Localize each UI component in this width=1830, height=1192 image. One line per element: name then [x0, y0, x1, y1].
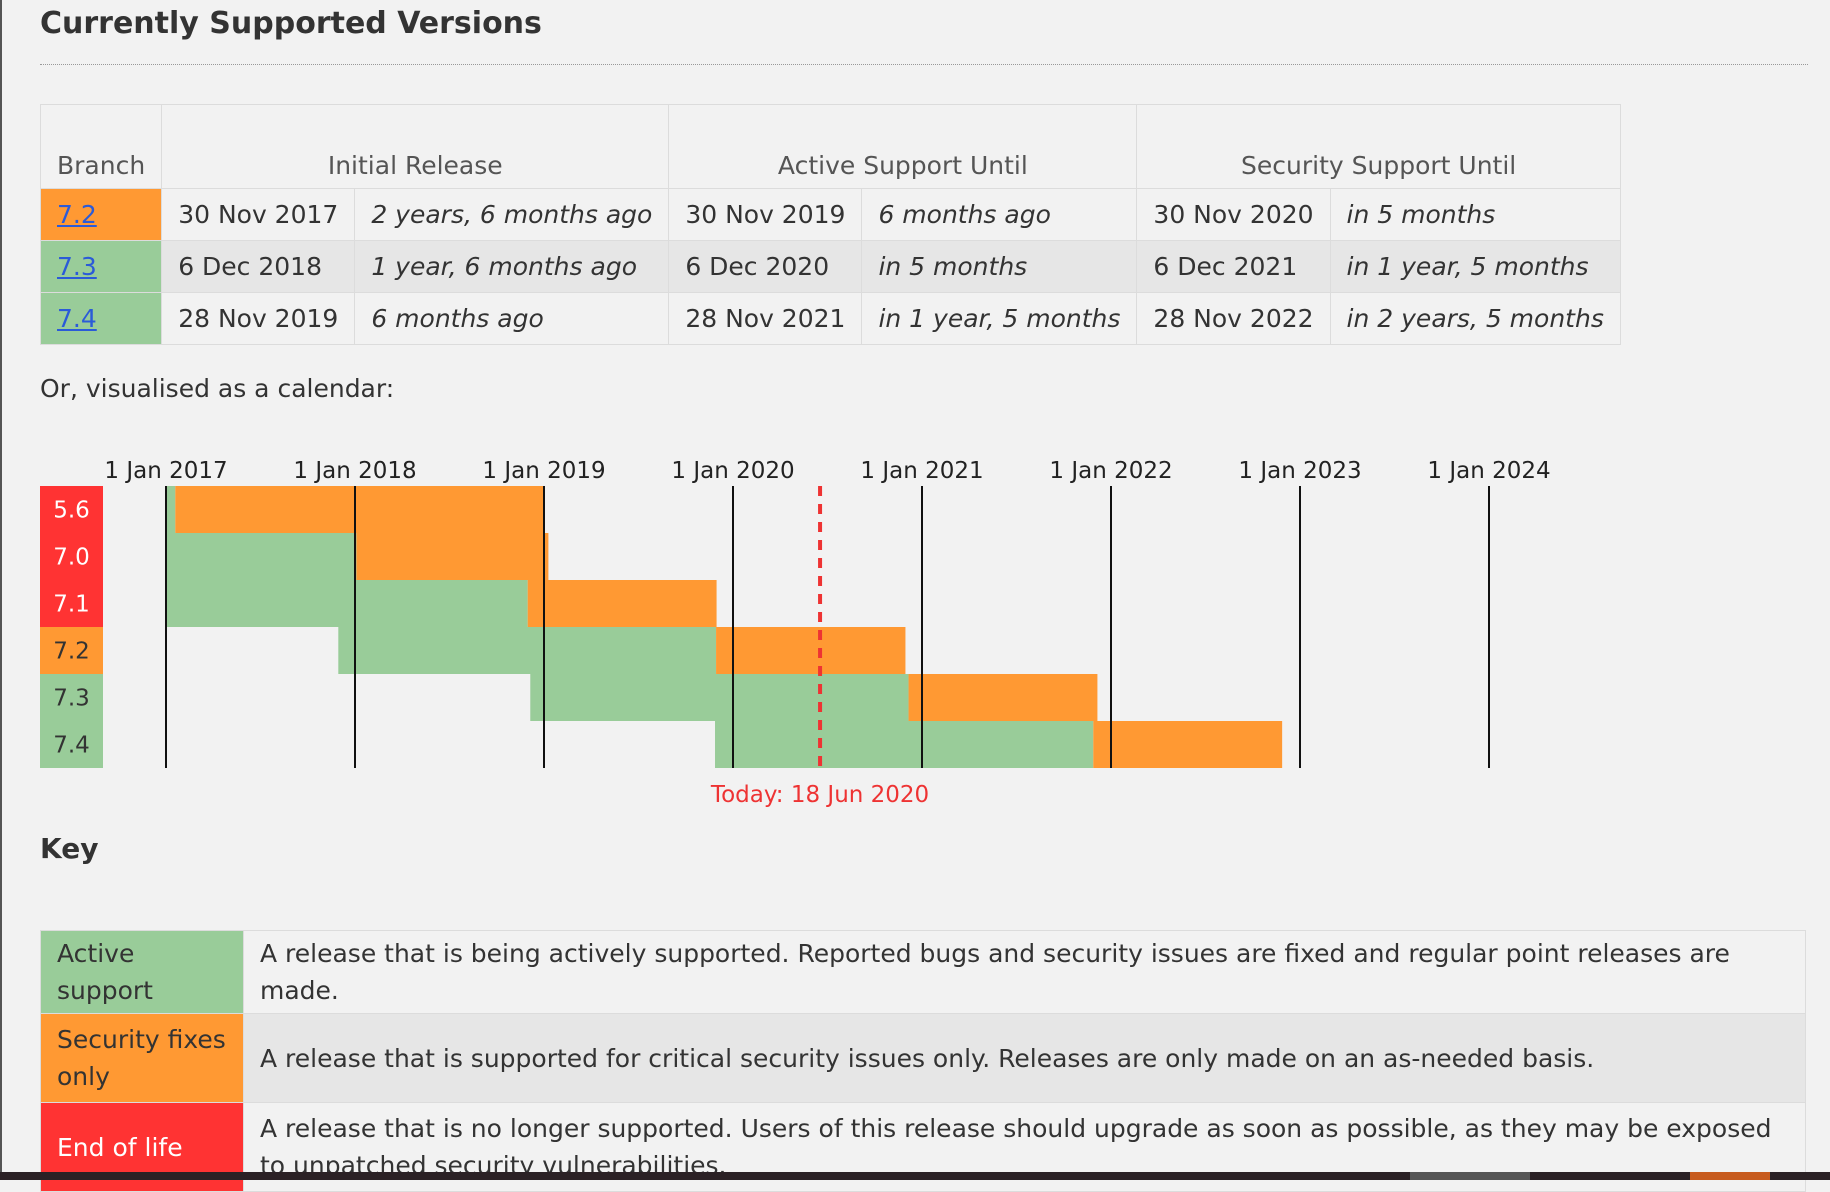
table-row: 7.4 28 Nov 2019 6 months ago 28 Nov 2021…: [39, 292, 1621, 345]
branch-cell: 7.3: [39, 240, 163, 293]
security-relative-cell: in 1 year, 5 months: [1329, 240, 1621, 293]
year-tick-label: 1 Jan 2022: [1049, 458, 1172, 484]
key-table: Active support A release that is being a…: [40, 930, 1806, 1192]
release-relative-cell: 6 months ago: [354, 292, 670, 345]
branch-cell: 7.4: [39, 292, 163, 345]
branch-label-cell: [40, 627, 103, 674]
security-relative-cell: in 2 years, 5 months: [1329, 292, 1621, 345]
security-support-bar: [1093, 721, 1283, 768]
branch-label: 7.0: [53, 545, 90, 571]
title-divider: [40, 64, 1808, 65]
security-support-bar: [356, 533, 549, 580]
key-heading: Key: [40, 832, 99, 865]
branch-label: 7.3: [53, 686, 90, 712]
bottom-edge: [0, 1172, 1830, 1180]
release-date-cell: 30 Nov 2017: [161, 188, 356, 241]
year-tick-label: 1 Jan 2019: [482, 458, 605, 484]
table-row: 7.3 6 Dec 2018 1 year, 6 months ago 6 De…: [39, 240, 1621, 293]
support-calendar-chart: 5.6 7.0 7.1 7.2 7.3 7.4 1 Jan 2017 1 Jan 2018 1 …: [40, 458, 1551, 808]
table-header-row: Branch Initial Release Active Support Un…: [39, 104, 1621, 189]
year-tick-label: 1 Jan 2021: [860, 458, 983, 484]
active-date-cell: 6 Dec 2020: [668, 240, 863, 293]
security-date-cell: 6 Dec 2021: [1136, 240, 1331, 293]
branch-label: 7.2: [53, 639, 90, 665]
bottom-edge-accent: [1690, 1172, 1770, 1180]
key-label-security: Security fixes only: [40, 1013, 244, 1103]
active-support-bar: [530, 674, 909, 721]
security-support-bar: [175, 486, 544, 533]
security-date-cell: 28 Nov 2022: [1136, 292, 1331, 345]
page-edge: [0, 0, 2, 1180]
header-branch: Branch: [39, 104, 163, 189]
active-support-bar: [166, 533, 357, 580]
key-label-active: Active support: [40, 930, 244, 1014]
page-title: Currently Supported Versions: [40, 6, 542, 41]
branch-link[interactable]: 7.2: [57, 200, 97, 229]
security-support-bar: [716, 627, 906, 674]
security-date-cell: 30 Nov 2020: [1136, 188, 1331, 241]
branch-label-cell: [40, 533, 103, 580]
active-support-bar: [166, 486, 176, 533]
branch-label: 7.1: [53, 592, 90, 618]
active-support-bar: [338, 627, 717, 674]
active-support-bar: [166, 580, 528, 627]
release-date-cell: 6 Dec 2018: [161, 240, 356, 293]
security-support-bar: [908, 674, 1098, 721]
active-support-bar: [715, 721, 1094, 768]
supported-versions-table: Branch Initial Release Active Support Un…: [39, 104, 1621, 345]
calendar-intro-text: Or, visualised as a calendar:: [40, 374, 395, 403]
year-tick-label: 1 Jan 2017: [104, 458, 227, 484]
year-tick-label: 1 Jan 2020: [671, 458, 794, 484]
branch-label-cell: [40, 486, 103, 533]
key-row-active: Active support A release that is being a…: [40, 930, 1806, 1014]
branch-label: 5.6: [53, 498, 90, 524]
year-tick-label: 1 Jan 2023: [1238, 458, 1361, 484]
key-row-security: Security fixes only A release that is su…: [40, 1013, 1806, 1103]
bottom-edge-segment: [1410, 1172, 1530, 1180]
table-row: 7.2 30 Nov 2017 2 years, 6 months ago 30…: [39, 188, 1621, 241]
active-relative-cell: in 5 months: [861, 240, 1138, 293]
key-description-active: A release that is being actively support…: [243, 930, 1806, 1014]
branch-link[interactable]: 7.3: [57, 252, 97, 281]
branch-label-cell: [40, 580, 103, 627]
release-relative-cell: 1 year, 6 months ago: [354, 240, 670, 293]
release-date-cell: 28 Nov 2019: [161, 292, 356, 345]
key-description-security: A release that is supported for critical…: [243, 1013, 1806, 1103]
active-date-cell: 28 Nov 2021: [668, 292, 863, 345]
branch-link[interactable]: 7.4: [57, 304, 97, 333]
year-tick-label: 1 Jan 2024: [1427, 458, 1550, 484]
active-relative-cell: 6 months ago: [861, 188, 1138, 241]
active-relative-cell: in 1 year, 5 months: [861, 292, 1138, 345]
year-tick-label: 1 Jan 2018: [293, 458, 416, 484]
active-date-cell: 30 Nov 2019: [668, 188, 863, 241]
branch-cell: 7.2: [39, 188, 163, 241]
branch-label-cell: [40, 674, 103, 721]
security-support-bar: [527, 580, 717, 627]
today-label: Today: 18 Jun 2020: [710, 782, 929, 808]
header-active-support: Active Support Until: [668, 104, 1138, 189]
branch-label-cell: [40, 721, 103, 768]
release-relative-cell: 2 years, 6 months ago: [354, 188, 670, 241]
security-relative-cell: in 5 months: [1329, 188, 1621, 241]
header-initial-release: Initial Release: [161, 104, 670, 189]
header-security-support: Security Support Until: [1136, 104, 1621, 189]
branch-label: 7.4: [53, 733, 90, 759]
